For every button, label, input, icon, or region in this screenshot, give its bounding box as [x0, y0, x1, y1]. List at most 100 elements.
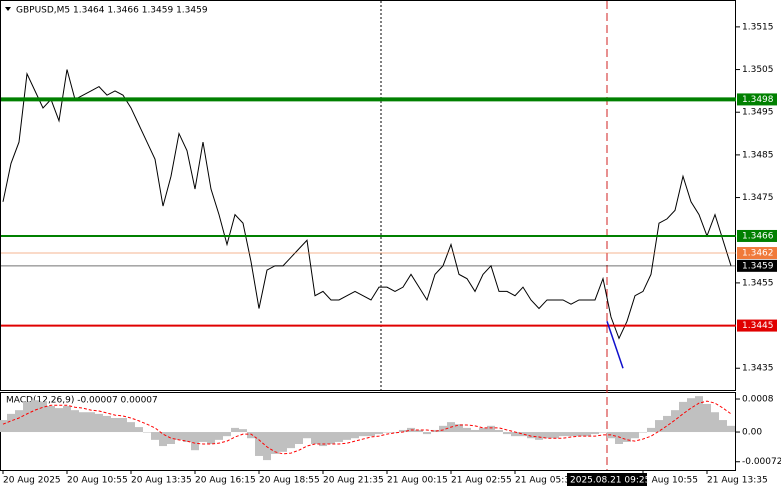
level-tag [737, 247, 777, 260]
macd-bar [63, 406, 71, 433]
macd-bar [79, 412, 87, 433]
y-tick-label: 1.3435 [742, 364, 774, 374]
macd-bar [511, 432, 519, 437]
macd-bar [703, 403, 711, 433]
macd-title: MACD(12,26,9) -0.00007 0.00007 [6, 396, 158, 406]
macd-bar [367, 432, 375, 437]
y-tick-label: 1.3515 [742, 22, 774, 32]
macd-bar [575, 432, 583, 437]
macd-bar [623, 432, 631, 442]
macd-bar [239, 429, 247, 433]
macd-bar [247, 432, 255, 439]
macd-bar [375, 432, 383, 435]
macd-bar [671, 410, 679, 433]
macd-bar [95, 413, 103, 433]
macd-bar [543, 432, 551, 439]
macd-bar [127, 422, 135, 433]
macd-bar [135, 427, 143, 433]
macd-bar [0, 420, 7, 433]
macd-bar [263, 432, 271, 461]
macd-bar [327, 432, 335, 444]
macd-bar [183, 432, 191, 442]
level-label: 1.3462 [742, 249, 774, 259]
price-panel [0, 0, 736, 391]
macd-bar [119, 418, 127, 433]
macd-bar [591, 432, 599, 435]
macd-bar [199, 432, 207, 442]
macd-bar [503, 432, 511, 435]
macd-bar [631, 432, 639, 439]
macd-bar [391, 432, 399, 433]
macd-bar [695, 396, 703, 433]
macd-bar [423, 432, 431, 435]
macd-bar [679, 401, 687, 433]
macd-bar [343, 432, 351, 440]
macd-bar [359, 432, 367, 437]
level-label: 1.3498 [742, 95, 774, 105]
macd-bar [87, 412, 95, 433]
macd-bar [215, 432, 223, 440]
macd-bar [47, 406, 55, 433]
y-tick-label: 1.3485 [742, 150, 774, 160]
x-tick-label: 20 Aug 10:55 [67, 476, 128, 486]
macd-bar [167, 432, 175, 444]
x-tick-label: 20 Aug 16:15 [195, 476, 256, 486]
macd-bar [551, 432, 559, 439]
macd-bar [295, 432, 303, 444]
macd-bar [159, 432, 167, 447]
symbol-icon [5, 7, 11, 11]
macd-bar [559, 432, 567, 437]
level-tag [737, 93, 777, 106]
macd-bar [335, 432, 343, 442]
cursor-tag [567, 473, 647, 486]
macd-bar [311, 432, 319, 444]
macd-bar [455, 424, 463, 433]
macd-bar [55, 408, 63, 433]
y-tick-label: 1.3455 [742, 278, 774, 288]
macd-bar [583, 432, 591, 437]
y-tick-label: -0.00072 [742, 457, 781, 467]
x-tick-label: 20 Aug 18:55 [259, 476, 320, 486]
signal-line [2, 400, 732, 455]
macd-bar [23, 401, 31, 433]
macd-bar [255, 432, 263, 456]
macd-bar [103, 415, 111, 433]
macd-bar [231, 427, 239, 433]
macd-bar [439, 425, 447, 433]
level-label: 1.3459 [742, 261, 774, 271]
macd-bar [31, 400, 39, 433]
macd-bar [687, 398, 695, 433]
macd-bar [599, 432, 607, 433]
y-tick-label: 1.3475 [742, 193, 774, 203]
macd-bar [319, 432, 327, 447]
macd-bar [111, 418, 119, 433]
x-tick-label: 1 Aug 10:55 [643, 476, 698, 486]
x-tick-label: 20 Aug 21:35 [323, 476, 384, 486]
macd-bar [15, 410, 23, 433]
x-tick-label: 21 Aug 05:35 [515, 476, 576, 486]
macd-bar [519, 432, 527, 437]
macd-bar [647, 427, 655, 433]
macd-bar [463, 427, 471, 433]
macd-bar [639, 432, 647, 433]
level-tag [737, 259, 777, 272]
macd-bar [535, 432, 543, 440]
plot-layer: 1.3515 1.3505 1.3495 1.3485 1.3475 1.3455 1.34… [0, 22, 781, 486]
macd-bar [279, 432, 287, 452]
macd-bar [495, 429, 503, 433]
macd-bar [663, 415, 671, 433]
macd-bar [567, 432, 575, 437]
macd-bar [207, 432, 215, 444]
macd-bar [7, 413, 15, 433]
y-tick-label: 0.00 [742, 428, 762, 438]
y-tick-label: 1.3495 [742, 108, 774, 118]
level-label: 1.3445 [742, 321, 774, 331]
macd-bar [415, 429, 423, 433]
macd-bar [487, 425, 495, 433]
macd-bar [399, 429, 407, 433]
macd-bar [39, 401, 47, 433]
macd-bar [191, 432, 199, 451]
